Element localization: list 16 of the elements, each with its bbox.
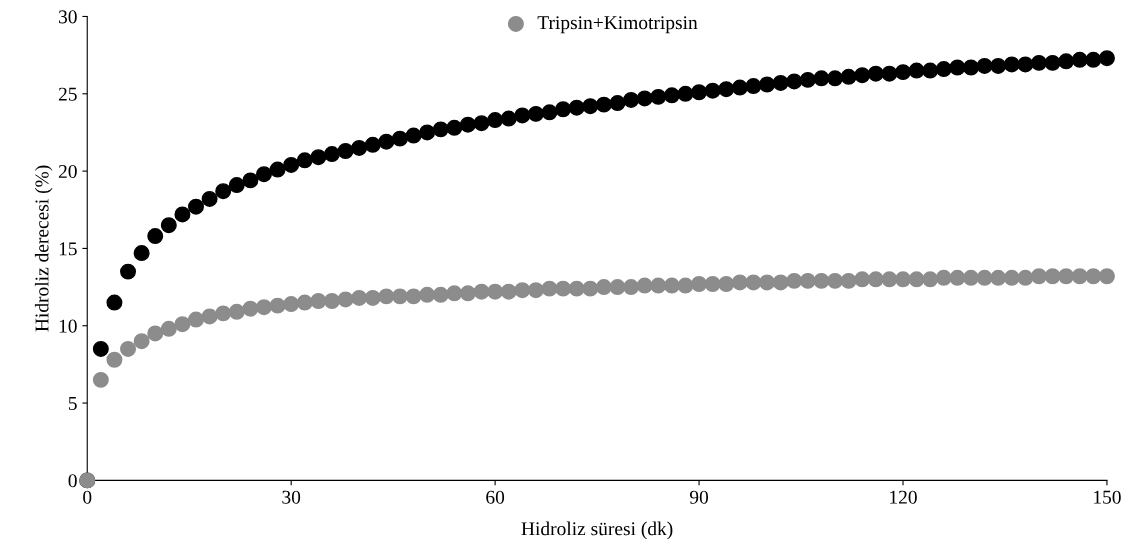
x-tick-label: 30 (282, 490, 301, 504)
y-tick-label: 15 (59, 242, 77, 256)
y-tick-label: 20 (58, 164, 77, 179)
y-tick-label: 25 (58, 87, 77, 101)
x-tick-label: 90 (689, 490, 709, 504)
x-tick-label: 150 (1094, 490, 1121, 504)
x-axis-title: Hidroliz süresi (dk) (521, 521, 673, 540)
x-tick-label: 120 (890, 490, 917, 504)
y-tick-label: 10 (59, 319, 77, 333)
legend-label: Tripsin+Kimotripsin (537, 16, 698, 34)
y-axis-title: Hidroliz derecesi (%) (34, 165, 53, 332)
y-tick-label: 0 (68, 474, 77, 488)
x-tick-label: 0 (83, 490, 92, 504)
y-tick-label: 30 (59, 10, 77, 24)
x-tick-label: 60 (486, 490, 505, 504)
y-tick-label: 5 (68, 397, 77, 410)
